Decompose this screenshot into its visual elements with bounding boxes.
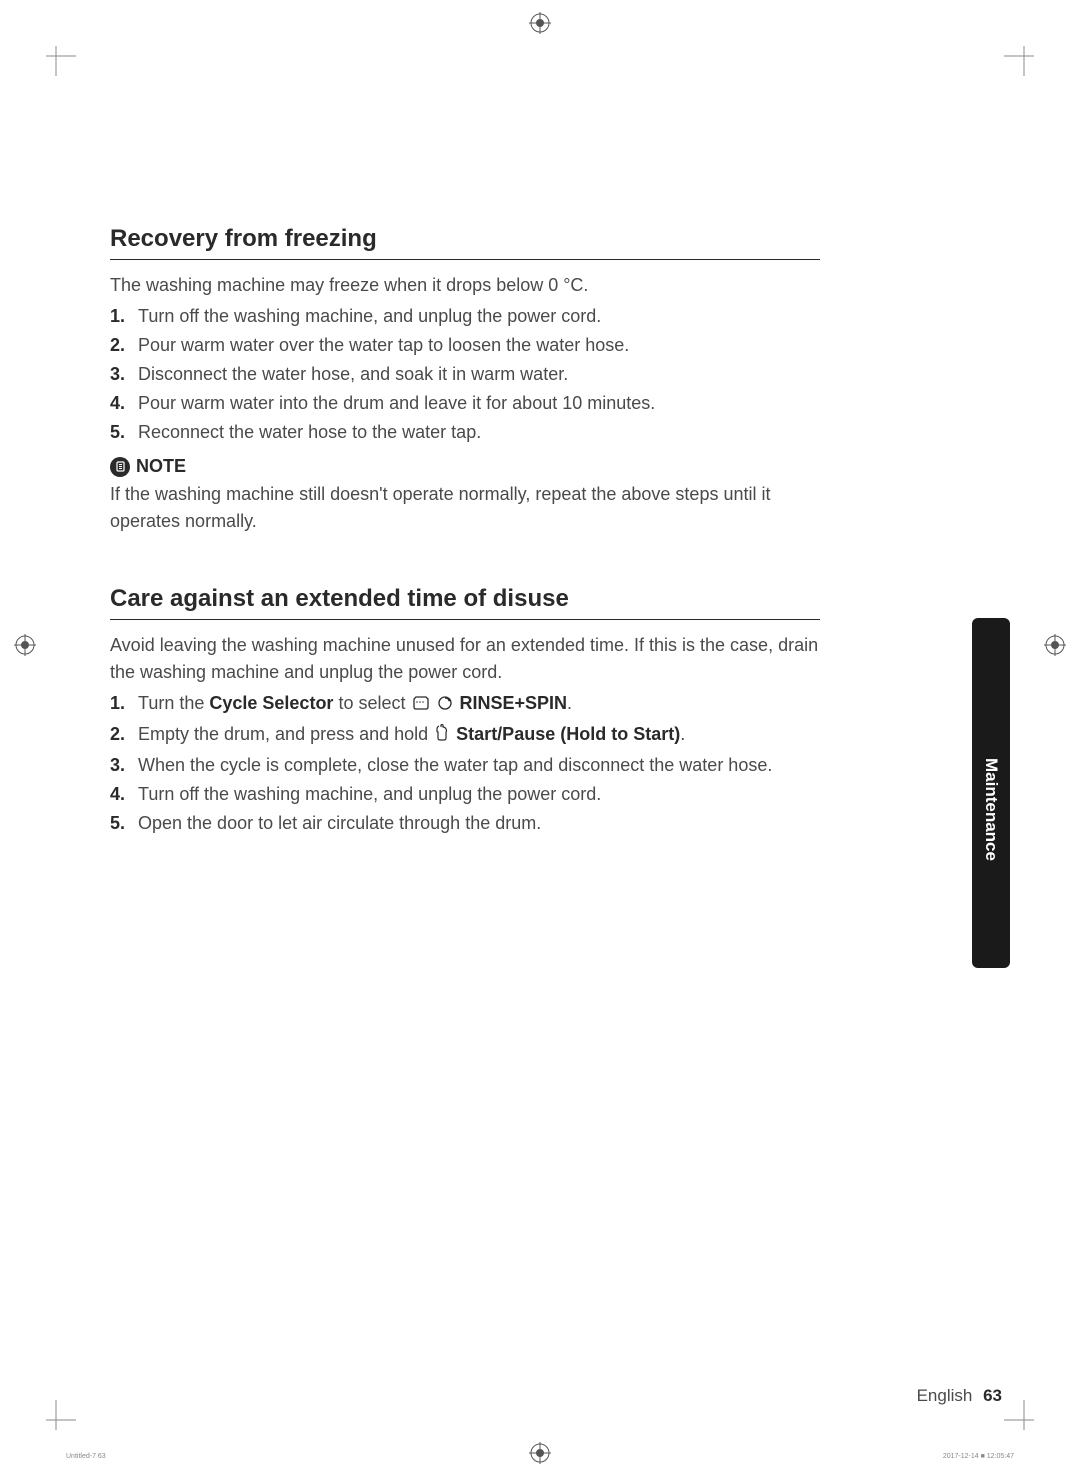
crop-mark-tl bbox=[46, 46, 86, 86]
crop-mark-bl bbox=[46, 1390, 86, 1430]
section2-steps: Turn the Cycle Selector to select RINSE+… bbox=[110, 690, 820, 837]
list-item: Disconnect the water hose, and soak it i… bbox=[110, 361, 820, 388]
page-footer: English 63 bbox=[917, 1386, 1002, 1406]
print-registration-top bbox=[529, 12, 551, 34]
cycle-selector-label: Cycle Selector bbox=[209, 693, 333, 713]
page-content: Recovery from freezing The washing machi… bbox=[110, 225, 820, 839]
list-item: Empty the drum, and press and hold Start… bbox=[110, 721, 820, 750]
footer-language: English bbox=[917, 1386, 973, 1405]
rinse-spin-label: RINSE+SPIN bbox=[455, 693, 568, 713]
note-icon bbox=[110, 457, 130, 477]
print-registration-left bbox=[14, 634, 36, 656]
rinse-icon bbox=[413, 692, 433, 719]
list-item: Turn the Cycle Selector to select RINSE+… bbox=[110, 690, 820, 719]
section2-intro: Avoid leaving the washing machine unused… bbox=[110, 632, 820, 686]
start-pause-label: Start/Pause (Hold to Start) bbox=[451, 724, 680, 744]
list-item: Reconnect the water hose to the water ta… bbox=[110, 419, 820, 446]
spin-icon bbox=[437, 692, 453, 719]
list-item: Open the door to let air circulate throu… bbox=[110, 810, 820, 837]
print-registration-right bbox=[1044, 634, 1066, 656]
list-item: Pour warm water into the drum and leave … bbox=[110, 390, 820, 417]
note-text: If the washing machine still doesn't ope… bbox=[110, 481, 820, 535]
note-header: NOTE bbox=[110, 456, 820, 477]
section-heading-recovery: Recovery from freezing bbox=[110, 225, 820, 260]
section1-steps: Turn off the washing machine, and unplug… bbox=[110, 303, 820, 446]
start-pause-icon bbox=[435, 723, 449, 750]
section-tab-maintenance: Maintenance bbox=[972, 618, 1010, 968]
print-meta-left: Untitled-7 63 bbox=[66, 1453, 106, 1460]
list-item: Pour warm water over the water tap to lo… bbox=[110, 332, 820, 359]
print-meta-right: 2017-12-14 ■ 12:05:47 bbox=[943, 1453, 1014, 1460]
note-label: NOTE bbox=[136, 456, 186, 477]
print-registration-bottom bbox=[529, 1442, 551, 1464]
crop-mark-tr bbox=[994, 46, 1034, 86]
list-item: When the cycle is complete, close the wa… bbox=[110, 752, 820, 779]
side-tab-label: Maintenance bbox=[981, 758, 1001, 861]
section-heading-disuse: Care against an extended time of disuse bbox=[110, 585, 820, 620]
section1-intro: The washing machine may freeze when it d… bbox=[110, 272, 820, 299]
list-item: Turn off the washing machine, and unplug… bbox=[110, 781, 820, 808]
footer-page-number: 63 bbox=[983, 1386, 1002, 1405]
list-item: Turn off the washing machine, and unplug… bbox=[110, 303, 820, 330]
